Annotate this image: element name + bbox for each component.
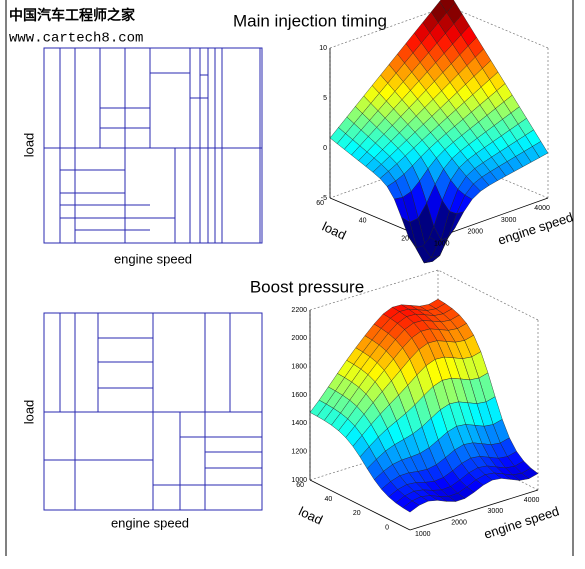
z-tick-label: 1800 xyxy=(291,364,307,371)
axis xyxy=(409,489,539,531)
load-tick-label: 20 xyxy=(401,236,409,243)
speed-tick-label: 1000 xyxy=(415,531,431,538)
y-label: load xyxy=(320,219,349,243)
speed-tick-label: 2000 xyxy=(467,229,483,236)
axis-box xyxy=(329,5,449,49)
z-tick-label: 2000 xyxy=(291,335,307,342)
z-tick-label: 1000 xyxy=(291,477,307,484)
z-tick-label: 1600 xyxy=(291,392,307,399)
speed-tick-label: 4000 xyxy=(524,497,540,504)
load-tick-label: 0 xyxy=(385,524,389,531)
y-label: load xyxy=(296,504,325,528)
surface-patch xyxy=(422,236,439,258)
watermark-url: www.cartech8.com xyxy=(9,31,143,47)
y-label: load xyxy=(21,400,36,425)
z-tick-label: 0 xyxy=(323,145,327,152)
watermark-site: 中国汽车工程师之家 xyxy=(9,7,136,24)
panel-title: Main injection timing xyxy=(233,11,387,30)
x-label: engine speed xyxy=(496,209,575,247)
surface-patch xyxy=(402,500,420,513)
z-tick-label: 1200 xyxy=(291,449,307,456)
z-tick-label: 2200 xyxy=(291,307,307,314)
z-tick-label: 5 xyxy=(323,95,327,102)
y-label: load xyxy=(21,133,36,158)
load-tick-label: 40 xyxy=(359,218,367,225)
x-label: engine speed xyxy=(114,251,192,266)
z-tick-label: 10 xyxy=(319,45,327,52)
load-tick-label: 60 xyxy=(316,200,324,207)
x-label: engine speed xyxy=(111,515,189,530)
load-tick-label: 20 xyxy=(353,510,361,517)
speed-tick-label: 3000 xyxy=(488,508,504,515)
panel-title: Boost pressure xyxy=(250,277,364,296)
load-tick-label: 40 xyxy=(325,496,333,503)
partition-grid xyxy=(43,312,263,511)
speed-tick-label: 3000 xyxy=(501,217,517,224)
speed-tick-label: 4000 xyxy=(534,205,550,212)
speed-tick-label: 2000 xyxy=(451,520,467,527)
load-tick-label: 60 xyxy=(296,482,304,489)
speed-tick-label: 1000 xyxy=(434,241,450,248)
z-tick-label: 1400 xyxy=(291,420,307,427)
axis xyxy=(309,479,411,531)
z-tick-label: -5 xyxy=(321,195,327,202)
partition-grid xyxy=(43,47,263,244)
axis-box xyxy=(437,269,539,321)
surface-plot: 2200200018001600140012001000604020010002… xyxy=(291,269,561,542)
